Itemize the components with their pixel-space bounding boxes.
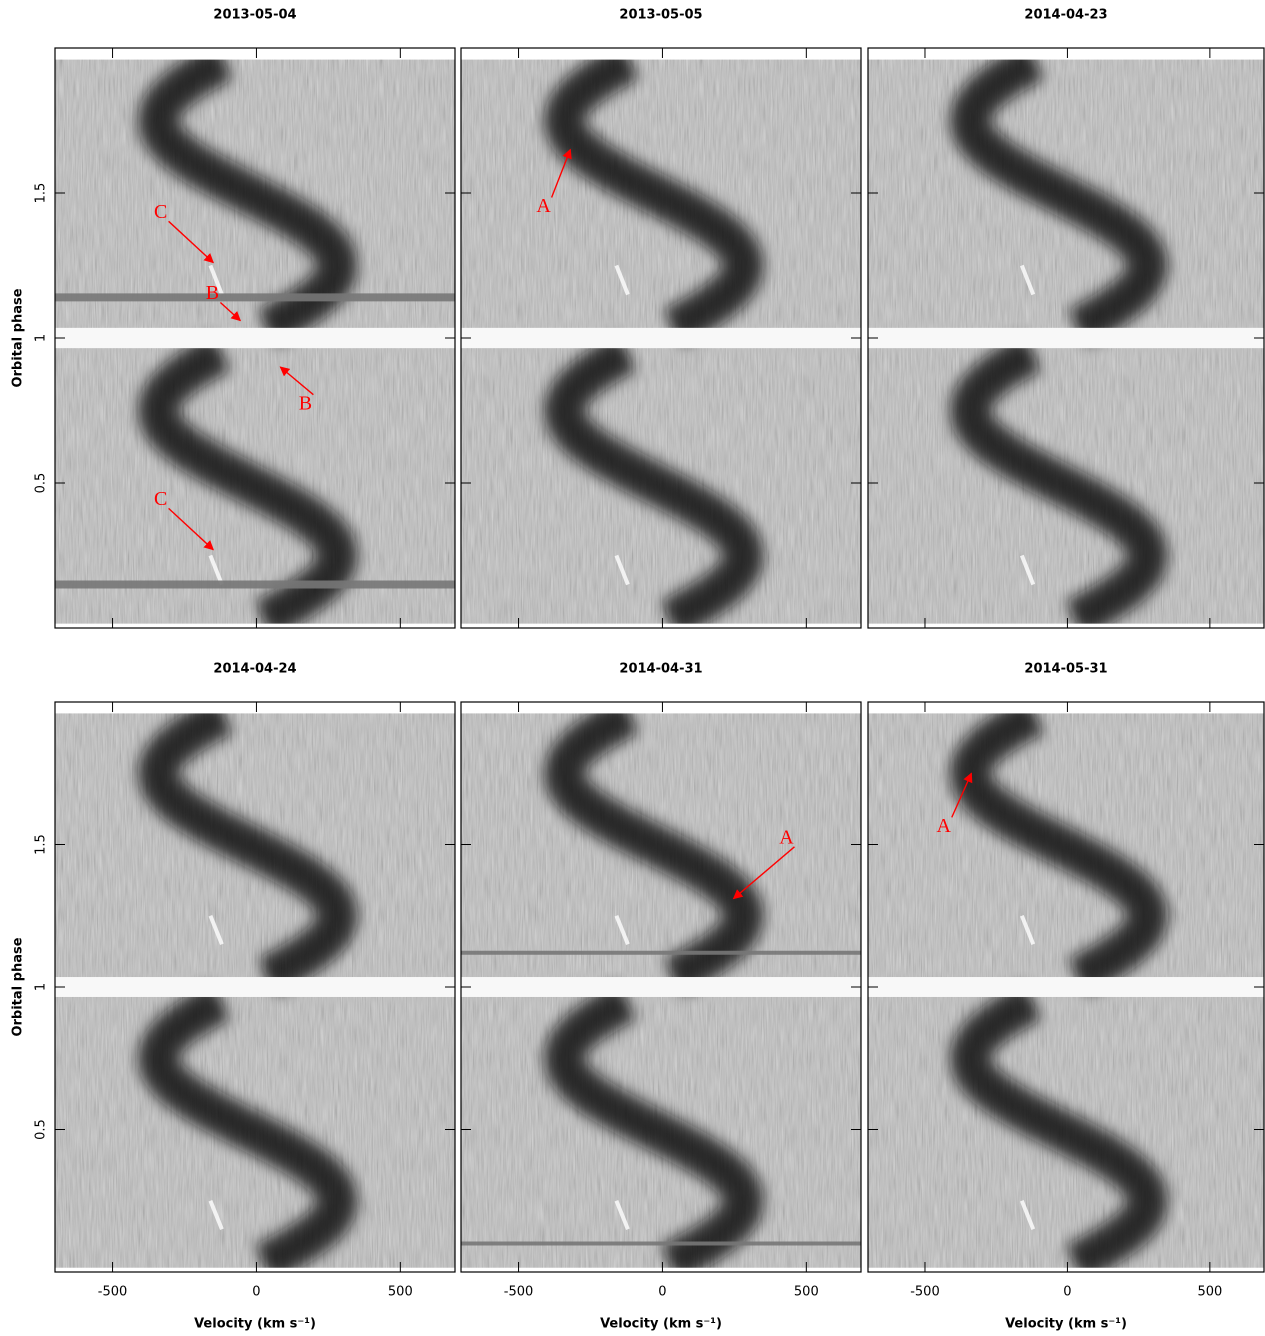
gap-top <box>868 48 1264 60</box>
trailed-spectrum <box>55 48 455 628</box>
s-wave-core <box>150 53 345 335</box>
panel: 2014-04-31 -500 0 500 Velocity (km s⁻¹) A <box>460 662 862 1332</box>
x-tick-label: -500 <box>910 1285 940 1300</box>
white-streak <box>1019 1200 1036 1230</box>
gap <box>55 327 455 349</box>
gap-bottom <box>55 623 455 628</box>
panel-title: 2014-04-24 <box>213 662 296 677</box>
s-wave-core <box>150 994 346 1271</box>
annotation-label: C <box>154 488 167 510</box>
annotation-label: A <box>779 826 794 848</box>
s-wave-core <box>556 994 752 1271</box>
y-tick-label: 1.5 <box>34 183 49 204</box>
trailed-spectrum <box>868 48 1264 628</box>
annotation-arrow <box>279 366 314 396</box>
white-streak <box>614 264 630 296</box>
white-streak <box>614 554 630 586</box>
annotation-arrow <box>951 772 973 818</box>
y-axis-label: Orbital phase <box>11 288 26 387</box>
white-streak <box>1019 554 1036 586</box>
trailed-spectrum <box>55 702 455 1272</box>
annotation-label: A <box>536 195 551 217</box>
x-tick-label: 0 <box>658 1285 666 1300</box>
gap <box>461 327 861 349</box>
annotation-arrow <box>732 846 795 900</box>
y-tick-label: 1 <box>34 983 49 991</box>
gap <box>55 977 455 997</box>
gap-top <box>461 48 861 60</box>
x-tick-label: 500 <box>388 1285 413 1300</box>
x-tick-label: -500 <box>98 1285 128 1300</box>
annotation-label: A <box>937 815 952 837</box>
annotation-arrow <box>168 507 214 551</box>
white-streak <box>208 915 224 945</box>
gap-bottom <box>461 1267 861 1272</box>
s-wave-core <box>150 345 346 627</box>
x-axis-label: Velocity (km s⁻¹) <box>600 1317 722 1332</box>
gap-bottom <box>55 1267 455 1272</box>
gap <box>868 977 1264 997</box>
white-streak <box>208 264 224 296</box>
x-tick-label: 0 <box>1063 1285 1071 1300</box>
annotation-label: C <box>154 201 167 223</box>
annotation-label: B <box>206 282 219 304</box>
gap <box>461 977 861 997</box>
panel-title: 2014-04-23 <box>1024 8 1107 23</box>
white-streak <box>1019 264 1036 296</box>
y-tick-label: 1 <box>34 334 49 342</box>
panel-title: 2014-05-31 <box>1024 662 1107 677</box>
x-axis-label: Velocity (km s⁻¹) <box>194 1317 316 1332</box>
white-streak <box>614 1200 630 1230</box>
s-wave-core <box>962 994 1156 1271</box>
white-streak <box>614 915 630 945</box>
panel: 2013-05-04 0.5 1 1.5 Orbital phase C B B C <box>11 8 456 629</box>
x-tick-label: 500 <box>1197 1285 1222 1300</box>
gap-bottom <box>461 623 861 628</box>
y-tick-label: 0.5 <box>34 473 49 494</box>
x-axis-label: Velocity (km s⁻¹) <box>1005 1317 1127 1332</box>
white-streak <box>208 1200 224 1230</box>
annotation-arrow <box>550 148 572 198</box>
gap-top <box>55 48 455 60</box>
gap-top <box>461 702 861 714</box>
x-tick-label: 0 <box>252 1285 260 1300</box>
panel-title: 2013-05-04 <box>213 8 296 23</box>
s-wave-core <box>556 707 751 985</box>
trailed-spectrum <box>868 702 1264 1272</box>
y-tick-label: 0.5 <box>34 1119 49 1140</box>
gap-bottom <box>868 1267 1264 1272</box>
s-wave-core <box>962 54 1156 335</box>
gap-top <box>55 702 455 714</box>
s-wave-core <box>962 345 1156 627</box>
s-wave-core <box>962 707 1156 985</box>
s-wave-core <box>556 53 751 335</box>
panel-title: 2013-05-05 <box>619 8 702 23</box>
trailed-spectrum <box>461 702 861 1272</box>
panel: 2014-04-23 <box>867 8 1265 629</box>
s-wave-core <box>150 707 345 985</box>
panel: 2013-05-05 A <box>460 8 862 629</box>
x-tick-label: 500 <box>794 1285 819 1300</box>
panel: 2014-05-31 -500 0 500 Velocity (km s⁻¹) A <box>867 662 1265 1332</box>
gap <box>868 327 1264 349</box>
y-axis-label: Orbital phase <box>11 937 26 1036</box>
annotation-arrow <box>219 301 242 322</box>
panel-title: 2014-04-31 <box>619 662 702 677</box>
panel: 2014-04-24 -500 0 500 0.5 1 1.5 Velocity (km s⁻… <box>11 662 456 1332</box>
trailed-spectrum <box>461 48 861 628</box>
annotation-label: B <box>299 392 312 414</box>
white-streak <box>208 554 224 586</box>
gap-bottom <box>868 623 1264 628</box>
y-tick-label: 1.5 <box>34 834 49 855</box>
annotation-arrow <box>168 220 214 264</box>
x-tick-label: -500 <box>504 1285 534 1300</box>
white-streak <box>1019 915 1036 945</box>
gap-top <box>868 702 1264 714</box>
s-wave-core <box>556 345 752 627</box>
